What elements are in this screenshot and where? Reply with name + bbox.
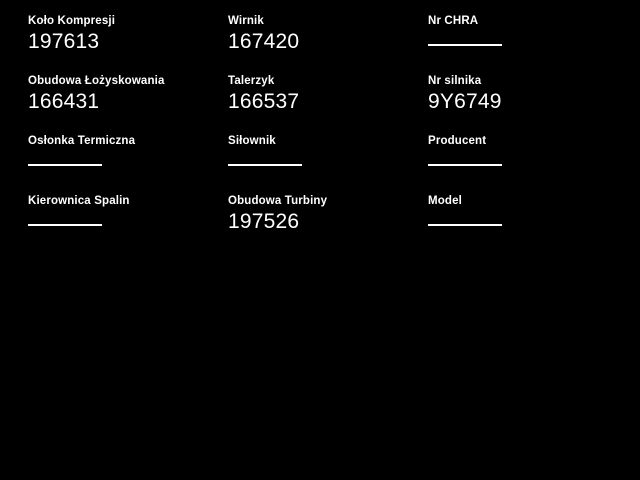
- field-blank-line[interactable]: [428, 44, 502, 46]
- spec-field: Obudowa Łożyskowania 166431: [28, 74, 228, 134]
- field-label: Obudowa Łożyskowania: [28, 75, 165, 87]
- field-value[interactable]: 167420: [228, 30, 300, 53]
- spec-field: Talerzyk 166537: [228, 74, 428, 134]
- field-value[interactable]: 197613: [28, 30, 100, 53]
- field-value[interactable]: 197526: [228, 210, 300, 233]
- spec-field: Model: [428, 194, 628, 254]
- field-label: Siłownik: [228, 135, 276, 147]
- field-label: Producent: [428, 135, 487, 147]
- field-label: Wirnik: [228, 15, 264, 27]
- field-label: Obudowa Turbiny: [228, 195, 328, 207]
- spec-field: Obudowa Turbiny 197526: [228, 194, 428, 254]
- field-blank-line[interactable]: [228, 164, 302, 166]
- field-blank-line[interactable]: [428, 224, 502, 226]
- field-blank-line[interactable]: [428, 164, 502, 166]
- field-label: Nr CHRA: [428, 15, 479, 27]
- field-blank-line[interactable]: [28, 164, 102, 166]
- spec-field: Koło Kompresji 197613: [28, 14, 228, 74]
- field-label: Nr silnika: [428, 75, 482, 87]
- spec-field: Nr CHRA: [428, 14, 628, 74]
- field-value[interactable]: 166431: [28, 90, 100, 113]
- field-label: Koło Kompresji: [28, 15, 116, 27]
- spec-field: Osłonka Termiczna: [28, 134, 228, 194]
- spec-field-grid: Koło Kompresji 197613 Wirnik 167420 Nr CHRA O…: [28, 14, 628, 254]
- spec-field: Nr silnika 9Y6749: [428, 74, 628, 134]
- field-value[interactable]: 166537: [228, 90, 300, 113]
- field-label: Osłonka Termiczna: [28, 135, 136, 147]
- field-label: Kierownica Spalin: [28, 195, 130, 207]
- field-label: Model: [428, 195, 462, 207]
- spec-field: Siłownik: [228, 134, 428, 194]
- spec-field: Producent: [428, 134, 628, 194]
- spec-field: Kierownica Spalin: [28, 194, 228, 254]
- field-blank-line[interactable]: [28, 224, 102, 226]
- spec-field: Wirnik 167420: [228, 14, 428, 74]
- field-label: Talerzyk: [228, 75, 275, 87]
- field-value[interactable]: 9Y6749: [428, 90, 502, 113]
